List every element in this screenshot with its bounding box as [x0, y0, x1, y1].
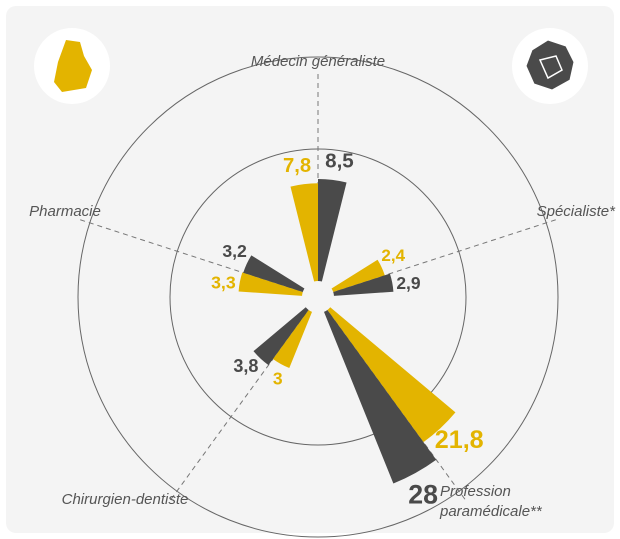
value-label: 7,8: [283, 155, 311, 177]
category-label: Spécialiste*: [536, 203, 615, 220]
category-label: Médecin généraliste: [250, 53, 386, 70]
value-label: 3,8: [233, 356, 258, 376]
value-label: 2,4: [381, 246, 405, 265]
outer-ring: [77, 56, 559, 538]
wedge: [238, 272, 303, 296]
wedge: [253, 307, 309, 366]
wedge: [323, 309, 437, 484]
value-label: 2,9: [396, 273, 421, 293]
wedge: [272, 309, 313, 369]
wedge: [290, 183, 318, 282]
icon-shape: [538, 55, 563, 80]
value-label: 28: [408, 479, 438, 509]
category-label: Chirurgien-dentiste: [61, 491, 189, 508]
right-icon: [512, 28, 588, 104]
icon-shape: [54, 40, 92, 92]
wedge: [327, 307, 456, 443]
value-label: 8,5: [325, 150, 354, 173]
value-label: 3,3: [211, 272, 236, 292]
value-label: 3,2: [222, 241, 247, 261]
background: [6, 6, 614, 533]
value-label: 3: [273, 369, 283, 389]
wedge: [318, 178, 347, 282]
value-label: 21,8: [435, 426, 484, 454]
wedge: [331, 259, 385, 293]
left-icon: [34, 28, 110, 104]
wedge: [243, 255, 305, 293]
category-label: Pharmacie: [29, 203, 101, 220]
icon-shape: [525, 39, 575, 91]
category-label: Profession paramédicale**: [440, 483, 542, 520]
wedge: [333, 273, 394, 296]
